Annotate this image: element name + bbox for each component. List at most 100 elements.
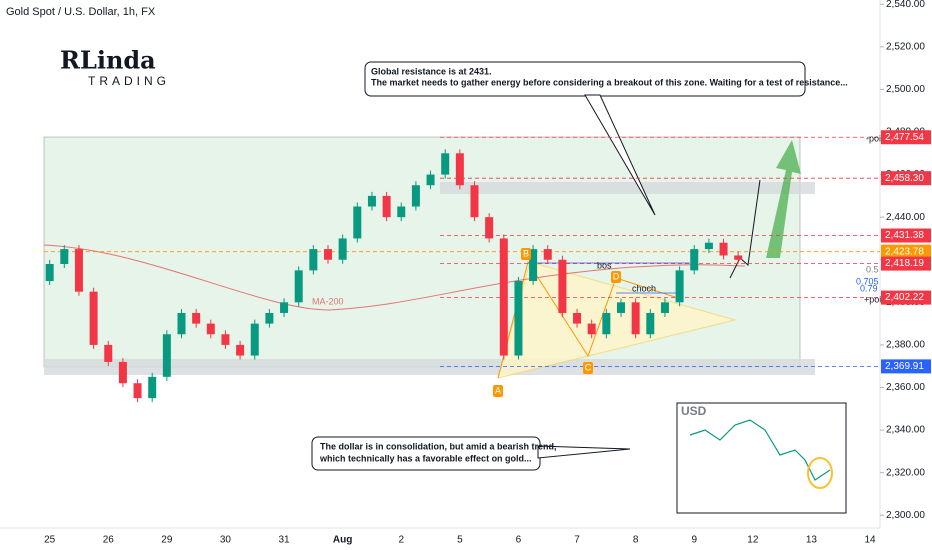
candle	[485, 217, 494, 239]
candle	[294, 270, 303, 303]
level-tag	[881, 171, 931, 186]
y-tick-label: 2,360.00	[886, 382, 925, 393]
candle	[426, 174, 435, 186]
x-tick-label: 12	[747, 535, 759, 546]
ma-label: MA-200	[312, 296, 344, 306]
note-text: which technically has a favorable effect…	[319, 453, 532, 463]
candle	[265, 312, 274, 324]
level-label: 2,369.91	[885, 361, 924, 372]
ma-200-line	[43, 244, 746, 311]
candle	[441, 153, 450, 175]
point-tag	[521, 248, 531, 260]
candle	[704, 242, 713, 250]
candle	[455, 153, 464, 186]
candle	[675, 270, 684, 303]
x-tick-label: 13	[806, 535, 818, 546]
candle	[587, 323, 596, 335]
candle	[690, 249, 699, 271]
x-tick-label: Aug	[333, 535, 352, 546]
candle	[499, 238, 508, 356]
candle	[133, 383, 142, 399]
level-label: 2,402.22	[885, 292, 924, 303]
x-tick-label: 5	[457, 535, 463, 546]
candle	[631, 302, 640, 335]
chart-title: Gold Spot / U.S. Dollar, 1h, FX	[6, 6, 156, 18]
candle	[646, 312, 655, 335]
y-tick-label: 2,440.00	[886, 212, 925, 223]
x-tick-label: 8	[633, 535, 639, 546]
point-label: D	[613, 271, 620, 281]
y-tick-label: 2,520.00	[886, 41, 925, 52]
candle	[367, 195, 376, 207]
candle	[514, 281, 523, 356]
candle	[734, 255, 743, 260]
x-tick-label: 26	[103, 535, 115, 546]
candle	[602, 312, 611, 335]
candle	[104, 344, 113, 362]
x-tick-label: 14	[864, 535, 876, 546]
level-tag	[881, 228, 931, 243]
candle	[411, 185, 420, 207]
note-text: Global resistance is at 2431.	[371, 66, 492, 76]
fib-label: 0.5	[866, 264, 879, 274]
level-label: 2,418.19	[885, 258, 924, 269]
candle	[397, 206, 406, 218]
level-tag	[881, 290, 931, 305]
choch-label: choch	[632, 283, 656, 293]
level-label: 2,431.38	[885, 230, 924, 241]
candle	[309, 249, 318, 271]
projection	[729, 179, 761, 279]
fib-label: 0.705	[856, 276, 879, 286]
level-tag	[881, 256, 931, 271]
candle	[206, 323, 215, 335]
x-tick-label: 29	[161, 535, 173, 546]
level-tag	[881, 130, 931, 145]
note-pointer	[537, 445, 631, 459]
poi-label: -poi	[866, 133, 881, 143]
level-tag	[881, 359, 931, 374]
note-text: The dollar is in consolidation, but amid…	[320, 441, 557, 451]
up-arrow	[766, 140, 801, 258]
candle	[543, 249, 552, 260]
candle	[177, 312, 186, 335]
candle	[192, 312, 201, 324]
candle	[250, 323, 259, 356]
candle	[89, 291, 98, 345]
candle	[162, 334, 171, 377]
x-tick-label: 2	[398, 535, 404, 546]
y-tick-label: 2,340.00	[886, 425, 925, 436]
candle	[221, 334, 230, 345]
y-tick-label: 2,540.00	[886, 0, 925, 10]
y-tick-label: 2,500.00	[886, 84, 925, 95]
x-tick-label: 31	[278, 535, 290, 546]
candle	[573, 312, 582, 324]
candle	[118, 361, 127, 384]
candle	[74, 249, 83, 292]
demand-zone	[44, 359, 815, 375]
x-tick-label: 7	[574, 535, 580, 546]
candle	[324, 249, 332, 260]
candle	[236, 344, 245, 356]
point-label: B	[523, 248, 529, 258]
level-label: 2,477.54	[885, 132, 924, 143]
level-label: 2,458.30	[885, 173, 924, 184]
candle	[558, 259, 567, 313]
x-tick-label: 6	[516, 535, 522, 546]
point-label: A	[495, 385, 501, 395]
logo: RLinda	[60, 46, 156, 75]
candle	[353, 206, 362, 239]
note-box	[364, 61, 806, 97]
point-tag	[611, 271, 621, 283]
candle	[60, 249, 69, 264]
note-text: The market needs to gather energy before…	[371, 77, 848, 87]
candle	[45, 264, 54, 282]
supply-zone	[440, 182, 815, 194]
plot	[44, 136, 880, 403]
point-tag	[493, 385, 503, 397]
point-tag	[583, 362, 593, 374]
x-tick-label: 9	[691, 535, 697, 546]
candle	[617, 302, 625, 313]
point-label: C	[585, 362, 592, 372]
y-tick-label: 2,380.00	[886, 340, 925, 351]
